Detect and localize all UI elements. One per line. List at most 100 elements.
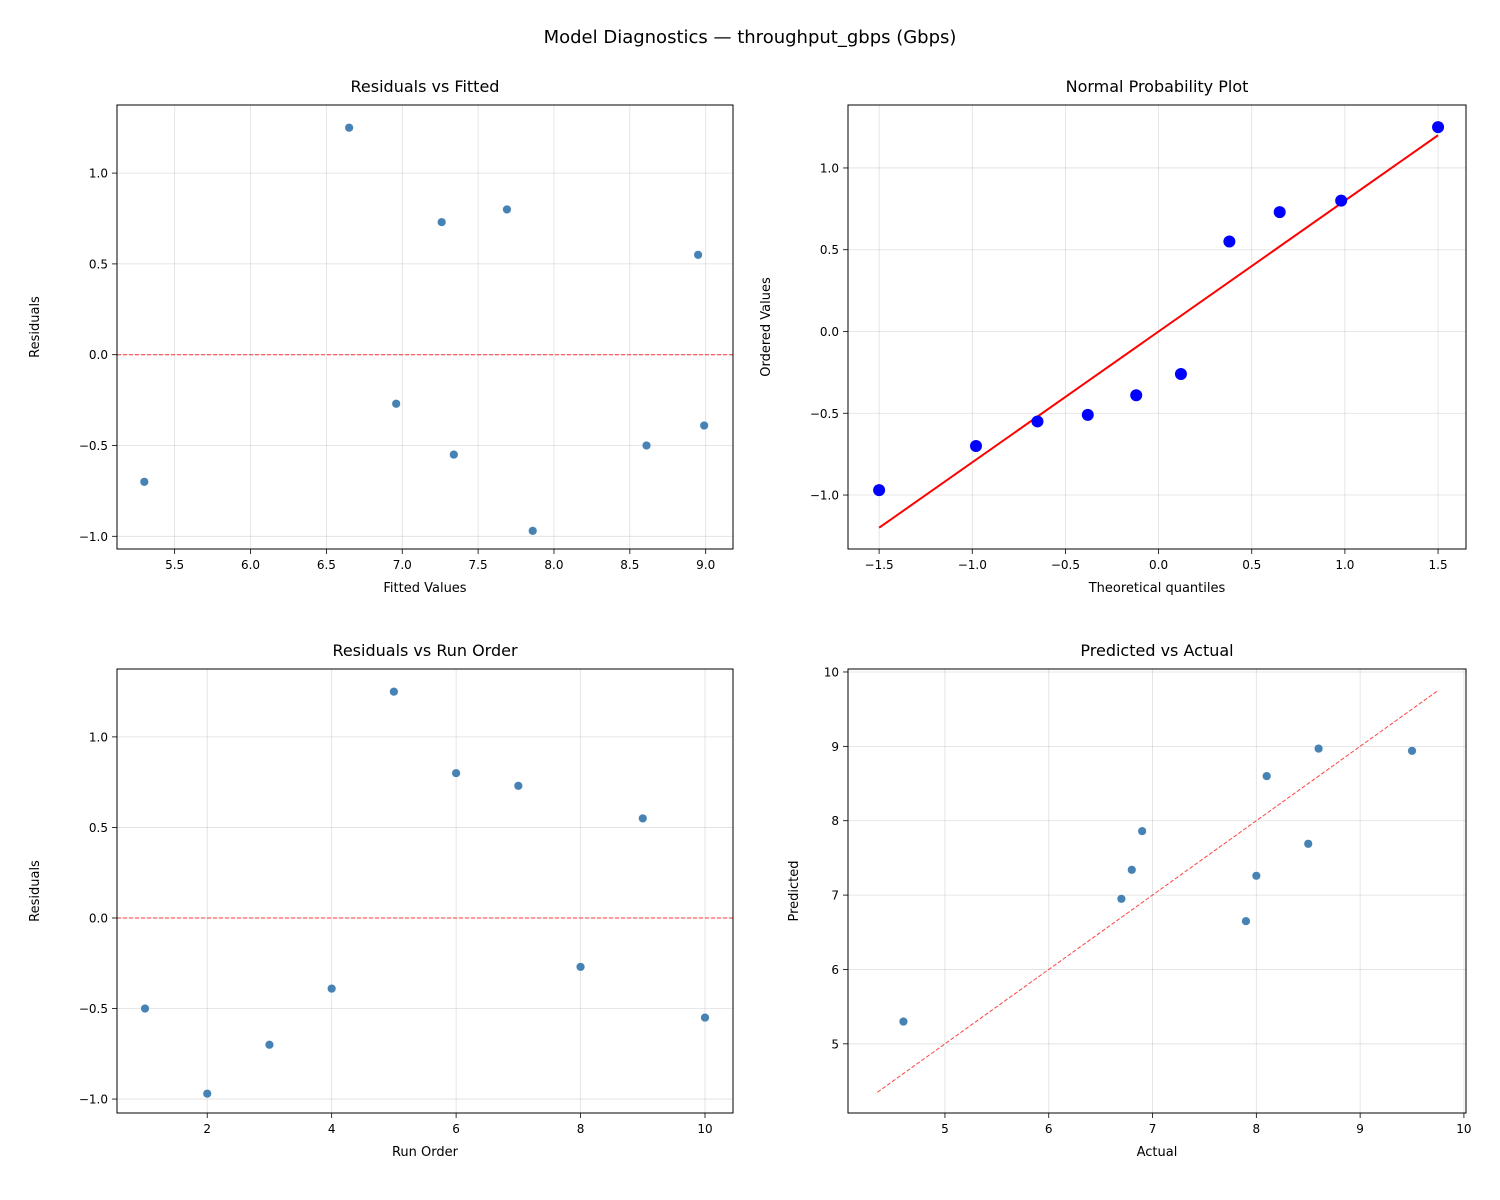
- data-point: [1116, 894, 1126, 904]
- data-point: [699, 421, 709, 431]
- data-point: [1223, 235, 1236, 248]
- data-point: [1262, 771, 1272, 781]
- data-point: [391, 399, 401, 409]
- reference-line: [877, 690, 1439, 1093]
- data-point: [1081, 408, 1094, 421]
- data-point: [700, 1013, 710, 1023]
- x-tick-label: 5: [941, 1122, 949, 1136]
- x-tick-label: 6.0: [241, 558, 260, 572]
- y-tick-label: 9: [831, 740, 839, 754]
- x-tick-label: 0.0: [1149, 558, 1168, 572]
- x-tick-label: 1.0: [1335, 558, 1354, 572]
- x-tick-label: 7.0: [393, 558, 412, 572]
- data-point: [502, 204, 512, 214]
- data-point: [873, 484, 886, 497]
- x-tick-label: 10: [697, 1122, 712, 1136]
- y-tick-label: 0.0: [89, 348, 108, 362]
- data-point: [1432, 121, 1445, 134]
- data-point: [264, 1040, 274, 1050]
- data-point: [528, 526, 538, 536]
- data-point: [1251, 871, 1261, 881]
- data-point: [1303, 839, 1313, 849]
- x-tick-label: 2: [203, 1122, 211, 1136]
- data-point: [139, 477, 149, 487]
- x-tick-label: 7.5: [469, 558, 488, 572]
- data-point: [1314, 744, 1324, 754]
- x-tick-label: 6: [452, 1122, 460, 1136]
- x-axis-label: Run Order: [392, 1145, 459, 1160]
- y-axis-label: Predicted: [787, 860, 802, 921]
- y-tick-label: −1.0: [79, 1093, 108, 1107]
- x-tick-label: 9.0: [696, 558, 715, 572]
- figure-title: Model Diagnostics — throughput_gbps (Gbp…: [544, 27, 957, 48]
- y-tick-label: 5: [831, 1037, 839, 1051]
- data-point: [638, 813, 648, 823]
- data-point: [969, 439, 982, 452]
- x-axis-label: Actual: [1137, 1145, 1178, 1160]
- data-point: [389, 687, 399, 697]
- y-axis-label: Residuals: [28, 860, 43, 922]
- x-tick-label: −1.0: [958, 558, 987, 572]
- x-tick-label: 5.5: [165, 558, 184, 572]
- data-point: [576, 962, 586, 972]
- axes-frame: [847, 668, 1467, 1114]
- data-point: [642, 440, 652, 450]
- y-axis-label: Residuals: [28, 296, 43, 358]
- data-point: [1335, 194, 1348, 207]
- data-point: [1273, 206, 1286, 219]
- subplot-1: 5.5 6.0 6.5 7.0 7.5 8.0 8.5 9.0 −1.0 −0.5 0.0 0.5 1.…: [28, 77, 734, 596]
- subplot-2: −1.5 −1.0 −0.5 0.0 0.5 1.0 1.5 −1.0 −0.5 0.0 0.5 1.…: [759, 77, 1467, 596]
- data-point: [451, 768, 461, 778]
- x-tick-label: 10: [1456, 1122, 1471, 1136]
- data-point: [693, 250, 703, 260]
- x-tick-label: 9: [1356, 1122, 1364, 1136]
- subplot-title: Residuals vs Fitted: [351, 77, 500, 96]
- data-point: [437, 217, 447, 227]
- x-tick-label: 7: [1149, 1122, 1157, 1136]
- axes-frame: [847, 104, 1467, 550]
- x-tick-label: 0.5: [1242, 558, 1261, 572]
- x-tick-label: −0.5: [1051, 558, 1080, 572]
- data-point: [449, 450, 459, 460]
- x-tick-label: 6.5: [317, 558, 336, 572]
- subplot-4: 5 6 7 8 9 10 5 6 7 8 9 10 Predicted vs Actual Actual P…: [787, 641, 1472, 1160]
- x-tick-label: 8: [1253, 1122, 1261, 1136]
- x-tick-label: 1.5: [1429, 558, 1448, 572]
- axes-frame: [116, 668, 734, 1114]
- y-tick-label: 0.5: [89, 821, 108, 835]
- y-tick-label: −0.5: [810, 407, 839, 421]
- y-tick-label: 8: [831, 814, 839, 828]
- y-tick-label: 7: [831, 889, 839, 903]
- data-point: [898, 1017, 908, 1027]
- data-point: [202, 1089, 212, 1099]
- data-point: [1241, 916, 1251, 926]
- data-point: [1031, 415, 1044, 428]
- y-tick-label: 1.0: [89, 730, 108, 744]
- y-tick-label: 10: [824, 665, 839, 679]
- x-axis-label: Theoretical quantiles: [1088, 581, 1226, 596]
- x-tick-label: 4: [328, 1122, 336, 1136]
- data-point: [1407, 746, 1417, 756]
- data-point: [1137, 826, 1147, 836]
- y-tick-label: −1.0: [79, 530, 108, 544]
- data-point: [327, 984, 337, 994]
- x-tick-label: 8.0: [544, 558, 563, 572]
- subplot-title: Residuals vs Run Order: [332, 641, 518, 660]
- data-point: [140, 1004, 150, 1014]
- subplot-3: 2 4 6 8 10 −1.0 −0.5 0.0 0.5 1.0 Residuals vs Run …: [28, 641, 734, 1160]
- x-tick-label: 8: [577, 1122, 585, 1136]
- y-tick-label: 1.0: [89, 167, 108, 181]
- y-tick-label: −0.5: [79, 439, 108, 453]
- x-axis-label: Fitted Values: [383, 581, 466, 596]
- x-tick-label: −1.5: [865, 558, 894, 572]
- data-point: [1127, 865, 1137, 875]
- y-tick-label: 0.0: [89, 911, 108, 925]
- y-tick-label: 0.5: [89, 257, 108, 271]
- x-tick-label: 6: [1045, 1122, 1053, 1136]
- y-tick-label: −0.5: [79, 1002, 108, 1016]
- y-tick-label: 0.5: [820, 243, 839, 257]
- y-axis-label: Ordered Values: [759, 277, 774, 377]
- data-point: [1130, 389, 1143, 402]
